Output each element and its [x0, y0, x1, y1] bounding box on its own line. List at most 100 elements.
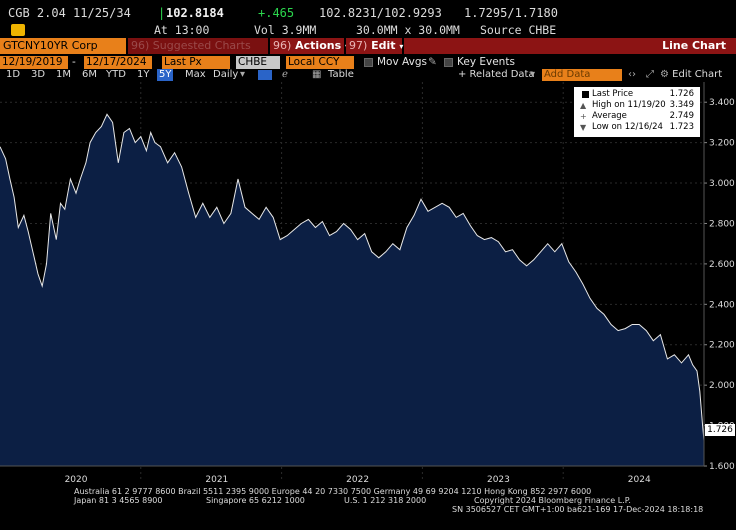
expand-icon[interactable]: ⤢ — [646, 69, 654, 80]
key-events-checkbox[interactable] — [444, 58, 453, 67]
actions-button[interactable]: 96) Actions ▾ — [270, 38, 349, 54]
security-name: CGB 2.04 11/25/34 — [8, 6, 131, 20]
y-tick-label: 3.000 — [709, 179, 735, 189]
y-tick-label: 2.400 — [709, 300, 735, 310]
date-separator: - — [72, 56, 76, 68]
legend-high-row: ▲ High on 11/19/20 3.349 — [574, 100, 700, 111]
table-icon[interactable]: ▦ — [312, 69, 322, 80]
range-6m[interactable]: 6M — [82, 69, 97, 80]
gear-icon: ⚙ — [660, 69, 669, 80]
edit-number: 97) — [349, 39, 368, 52]
legend-high-value: 3.349 — [669, 100, 694, 110]
legend-avg-label: Average — [592, 111, 627, 121]
x-axis-labels: 2020 2021 2022 2023 2024 — [65, 475, 651, 485]
collapse-icon[interactable]: ‹› — [628, 69, 636, 80]
legend-last-label: Last Price — [592, 89, 634, 99]
x-tick-label: 2024 — [628, 475, 651, 485]
chart-type-label: Line Chart — [404, 38, 736, 54]
legend-low-label: Low on 12/16/24 — [592, 122, 663, 132]
yields: 1.7295/1.7180 — [464, 6, 558, 20]
footer-copyright: Copyright 2024 Bloomberg Finance L.P. — [474, 496, 631, 505]
key-events-label: Key Events — [457, 56, 515, 68]
price-line — [0, 113, 705, 441]
frequency-select[interactable]: Daily — [213, 69, 239, 80]
pin-icon[interactable]: ℯ — [282, 69, 288, 80]
mov-avgs-label: Mov Avgs — [377, 56, 427, 68]
legend-last-value: 1.726 — [669, 89, 694, 99]
price-chart[interactable]: 1.6001.8002.0002.2002.4002.6002.8003.000… — [0, 82, 736, 486]
source: Source CHBE — [480, 23, 557, 37]
range-max[interactable]: Max — [185, 69, 206, 80]
table-button[interactable]: Table — [328, 69, 354, 80]
high-marker-icon: ▲ — [580, 101, 587, 110]
y-axis-labels: 1.6001.8002.0002.2002.4002.6002.8003.000… — [704, 98, 735, 472]
mov-avgs-checkbox[interactable] — [364, 58, 373, 67]
range-1y[interactable]: 1Y — [137, 69, 150, 80]
currency-select[interactable]: Local CCY — [286, 56, 354, 69]
start-date-field[interactable]: 12/19/2019 — [0, 56, 68, 69]
chart-legend: Last Price 1.726 ▲ High on 11/19/20 3.34… — [574, 87, 700, 137]
footer-session: SN 3506527 CET GMT+1:00 ba621-169 17-Dec… — [452, 505, 704, 514]
suggested-charts-button[interactable]: 96) Suggested Charts — [128, 38, 268, 54]
bid-ask: 102.8231/102.9293 — [319, 6, 442, 20]
quote-separator: | — [158, 6, 166, 20]
sizes: 30.0MM x 30.0MM — [356, 23, 460, 37]
last-price: 102.8184 — [166, 6, 224, 20]
legend-avg-value: 2.749 — [669, 111, 694, 121]
low-marker-icon: ▼ — [580, 123, 587, 132]
range-1m[interactable]: 1M — [56, 69, 71, 80]
legend-swatch — [582, 91, 589, 98]
edit-chart-button[interactable]: ⚙ Edit Chart — [660, 69, 722, 81]
x-tick-label: 2022 — [346, 475, 369, 485]
range-3d[interactable]: 3D — [31, 69, 46, 80]
y-tick-label: 2.000 — [709, 381, 735, 391]
actions-label: Actions — [295, 39, 342, 52]
field-select[interactable]: Last Px — [162, 56, 230, 69]
x-tick-label: 2023 — [487, 475, 510, 485]
chevron-down-icon: ▾ — [530, 69, 536, 80]
footer-phones-singapore: Singapore 65 6212 1000 — [206, 496, 305, 505]
source-field[interactable]: CHBE — [236, 56, 280, 69]
edit-chart-label: Edit Chart — [672, 69, 723, 80]
footer: Australia 61 2 9777 8600 Brazil 5511 239… — [0, 486, 736, 530]
pencil-icon[interactable]: ✎ — [428, 56, 437, 68]
average-marker-icon: + — [580, 112, 587, 121]
related-data-button[interactable]: + Related Data — [458, 69, 535, 80]
end-date-field[interactable]: 12/17/2024 — [84, 56, 152, 69]
footer-phones-1: Australia 61 2 9777 8600 Brazil 5511 239… — [74, 487, 592, 496]
alert-icon[interactable] — [11, 24, 25, 36]
range-toolbar: 1D 3D 1M 6M YTD 1Y 5Y Max Daily ▾ ℯ ▦ Ta… — [0, 69, 736, 81]
quote-line: CGB 2.04 11/25/34 | 102.8184 +.465 102.8… — [8, 6, 736, 24]
edit-button[interactable]: 97) Edit ▾ — [346, 38, 404, 54]
chevron-down-icon: ▾ — [240, 69, 246, 80]
volume: Vol 3.9MM — [254, 23, 317, 37]
line-style-icon[interactable] — [258, 70, 272, 80]
actions-number: 96) — [273, 39, 292, 52]
y-tick-label: 2.800 — [709, 219, 735, 229]
x-tick-label: 2021 — [205, 475, 228, 485]
price-change: +.465 — [258, 6, 295, 20]
y-tick-label: 3.200 — [709, 139, 735, 149]
x-tick-label: 2020 — [65, 475, 88, 485]
legend-avg-row: + Average 2.749 — [574, 111, 700, 122]
quote-subline: At 13:00 Vol 3.9MM 30.0MM x 30.0MM Sourc… — [0, 23, 736, 39]
main-toolbar: GTCNY10YR Corp 96) Suggested Charts 96) … — [0, 38, 736, 54]
legend-last-row: Last Price 1.726 — [574, 89, 700, 100]
ticker-field[interactable]: GTCNY10YR Corp — [0, 38, 126, 54]
y-tick-label: 1.600 — [709, 462, 735, 472]
y-tick-label: 2.200 — [709, 341, 735, 351]
legend-low-row: ▼ Low on 12/16/24 1.723 — [574, 122, 700, 133]
legend-low-value: 1.723 — [669, 122, 694, 132]
footer-phones-us: U.S. 1 212 318 2000 — [344, 496, 427, 505]
y-tick-label: 2.600 — [709, 260, 735, 270]
price-area — [0, 114, 704, 467]
range-ytd[interactable]: YTD — [106, 69, 126, 80]
range-5y[interactable]: 5Y — [157, 69, 174, 81]
y-tick-label: 3.400 — [709, 98, 735, 108]
edit-label: Edit — [371, 39, 396, 52]
settings-toolbar: 12/19/2019 - 12/17/2024 Last Px CHBE Loc… — [0, 56, 736, 69]
chevron-down-icon: ▾ — [399, 42, 404, 51]
add-data-input[interactable]: Add Data — [542, 69, 622, 81]
footer-phones-japan: Japan 81 3 4565 8900 — [74, 496, 163, 505]
range-1d[interactable]: 1D — [6, 69, 21, 80]
